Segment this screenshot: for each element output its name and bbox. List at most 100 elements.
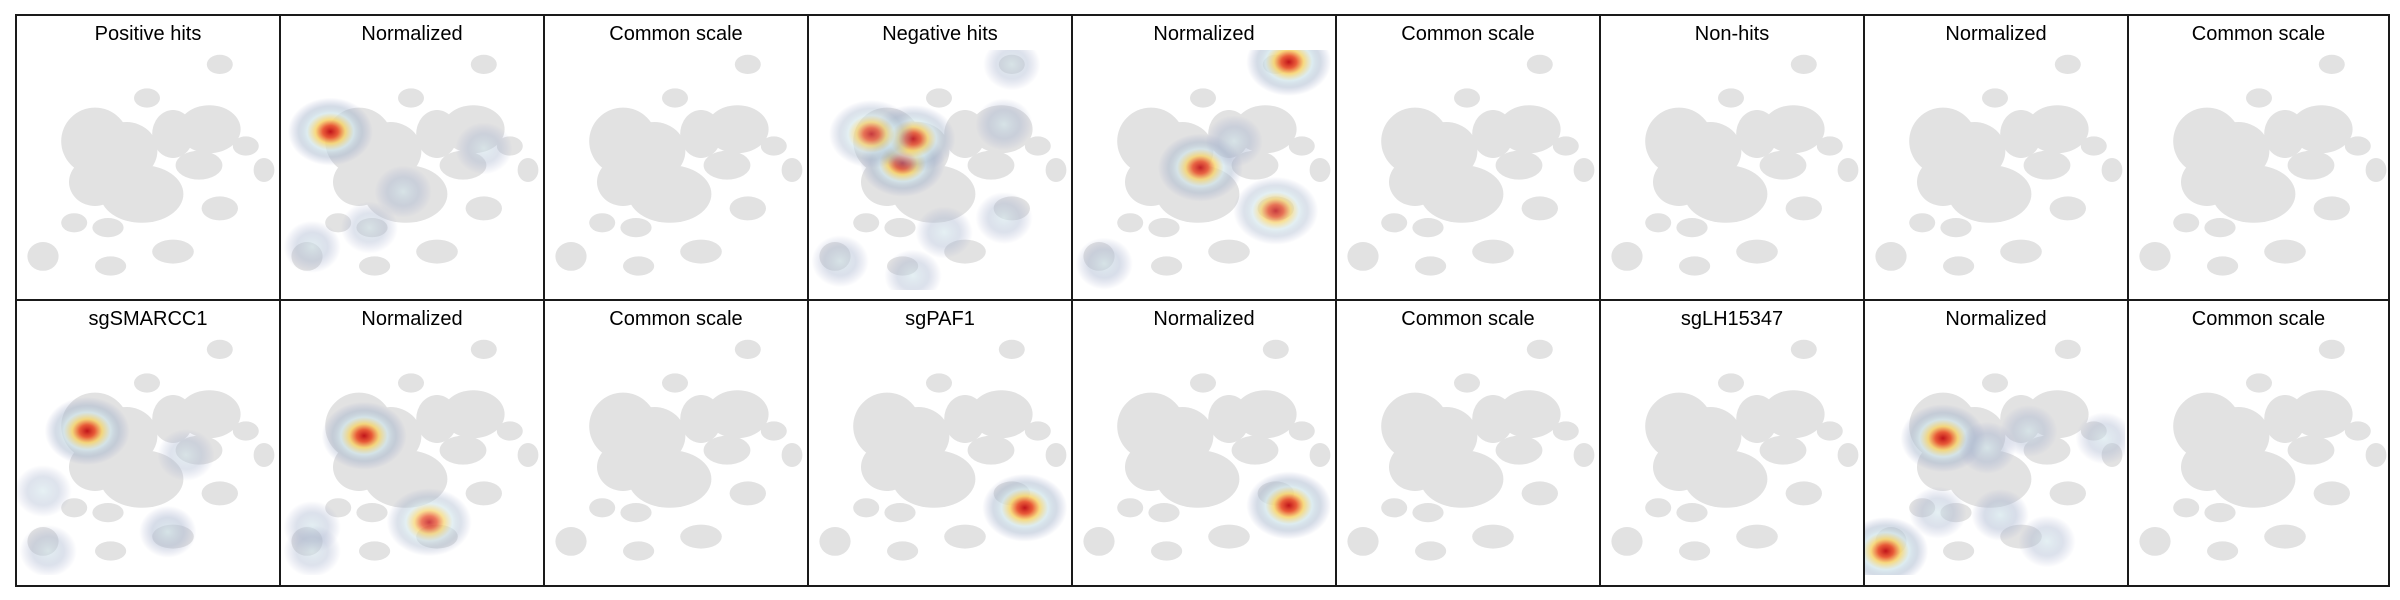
embedding-silhouette	[555, 54, 803, 276]
embedding-blob	[2000, 239, 2042, 264]
embedding-blob	[2246, 373, 2272, 393]
embedding-blob	[853, 498, 880, 518]
embedding-blob	[2264, 524, 2306, 549]
embedding-plot	[283, 54, 539, 276]
density-hotspot	[1205, 115, 1263, 168]
embedding-blob	[1347, 242, 1379, 271]
density-hotspot	[1909, 486, 1967, 539]
embedding-blob	[2049, 481, 2086, 506]
embedding-plot	[1611, 54, 1859, 276]
embedding-blob	[703, 150, 751, 180]
embedding-blob	[620, 218, 652, 238]
embedding-blob	[100, 165, 184, 223]
embedding-blob	[623, 541, 655, 561]
embedding-blob	[1288, 136, 1315, 156]
embedding-blob	[178, 390, 241, 439]
embedding-blob	[201, 481, 238, 506]
density-hotspot	[828, 100, 914, 168]
embedding-blob	[1521, 481, 1558, 506]
density-hotspot	[811, 235, 869, 288]
embedding-blob	[967, 435, 1015, 465]
embedding-blob	[1816, 421, 1843, 441]
embedding-blob	[1943, 541, 1975, 561]
embedding-blob	[1208, 239, 1250, 264]
panel-r1-c6: Common scale	[1335, 14, 1601, 301]
embedding-blob	[662, 373, 688, 393]
panel-title: Common scale	[2191, 23, 2326, 45]
embedding-blob	[1190, 88, 1216, 108]
embedding-blob	[555, 527, 587, 556]
panel-title: sgPAF1	[905, 308, 975, 330]
embedding-blob	[1381, 498, 1408, 518]
density-hotspot	[975, 192, 1033, 244]
embedding-blob	[2287, 435, 2335, 465]
panel-r1-c5: Normalized	[1071, 14, 1337, 301]
embedding-plot	[555, 339, 803, 561]
embedding-blob	[1309, 158, 1331, 182]
embedding-blob	[398, 373, 424, 393]
embedding-blob	[944, 524, 986, 549]
panel-r2-c6: Common scale	[1335, 299, 1601, 587]
embedding-silhouette	[2139, 339, 2387, 561]
embedding-blob	[1309, 443, 1331, 467]
panel-title: sgLH15347	[1680, 308, 1784, 330]
embedding-silhouette	[1347, 54, 1595, 276]
embedding-blob	[2246, 88, 2272, 108]
embedding-blob	[232, 136, 259, 156]
panel-title: Common scale	[2191, 308, 2326, 330]
embedding-blob	[2101, 158, 2123, 182]
embedding-blob	[1684, 450, 1768, 508]
panel-r1-c1: Positive hits	[15, 14, 281, 301]
embedding-blob	[1415, 541, 1447, 561]
embedding-blob	[1412, 218, 1444, 238]
embedding-blob	[1837, 443, 1859, 467]
density-hotspot	[884, 249, 942, 290]
embedding-blob	[1498, 390, 1561, 439]
embedding-blob	[1679, 541, 1711, 561]
embedding-blob	[2207, 541, 2239, 561]
embedding-blob	[2365, 443, 2387, 467]
embedding-blob	[206, 54, 233, 74]
embedding-blob	[1526, 54, 1553, 74]
embedding-blob	[2173, 213, 2200, 233]
embedding-blob	[1790, 339, 1817, 359]
panel-title: Common scale	[609, 23, 743, 45]
embedding-blob	[1381, 213, 1408, 233]
embedding-blob	[1024, 421, 1051, 441]
embedding-blob	[517, 158, 539, 182]
panel-r2-c4: sgPAF1	[807, 299, 1073, 587]
embedding-blob	[853, 213, 880, 233]
density-hotspot	[2018, 515, 2076, 568]
embedding-blob	[253, 158, 275, 182]
embedding-blob	[416, 239, 458, 264]
embedding-blob	[998, 339, 1025, 359]
embedding-blob	[1420, 165, 1504, 223]
embedding-blob	[1420, 450, 1504, 508]
embedding-blob	[1573, 443, 1595, 467]
embedding-blob	[1552, 136, 1579, 156]
embedding-blob	[1816, 136, 1843, 156]
embedding-blob	[1837, 158, 1859, 182]
embedding-blob	[1875, 242, 1907, 271]
embedding-blob	[1909, 213, 1936, 233]
density-hotspot	[983, 50, 1041, 91]
embedding-blob	[1117, 213, 1144, 233]
embedding-blob	[2344, 421, 2371, 441]
embedding-blob	[2313, 196, 2350, 221]
embedding-blob	[1676, 218, 1708, 238]
embedding-blob	[95, 541, 127, 561]
embedding-blob	[729, 196, 766, 221]
embedding-blob	[734, 54, 761, 74]
embedding-blob	[2023, 150, 2071, 180]
panel-title: Common scale	[1401, 23, 1535, 45]
panel-r1-c4: Negative hits	[807, 14, 1073, 301]
panel-r1-c7: Non-hits	[1599, 14, 1865, 301]
embedding-blob	[1552, 421, 1579, 441]
embedding-blob	[2318, 339, 2345, 359]
embedding-blob	[2287, 150, 2335, 180]
panel-r2-c8: Normalized	[1863, 299, 2129, 587]
embedding-blob	[1948, 165, 2032, 223]
embedding-blob	[884, 218, 916, 238]
embedding-blob	[1762, 390, 1825, 439]
embedding-blob	[134, 88, 160, 108]
